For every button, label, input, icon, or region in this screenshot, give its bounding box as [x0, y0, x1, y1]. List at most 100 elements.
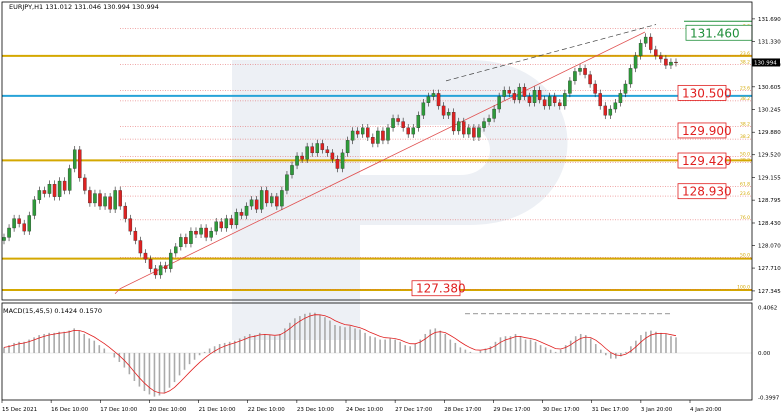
fib-level-label: 23.6	[740, 51, 750, 57]
candle-body	[648, 36, 653, 50]
price-tick-label: 130.605	[758, 85, 781, 91]
candle-body	[431, 93, 436, 97]
watermark-logo	[232, 60, 568, 340]
candle-body	[204, 227, 208, 238]
macd-scale-label: 0.00	[758, 351, 771, 357]
candle-body	[123, 205, 128, 219]
candle-body	[330, 152, 335, 160]
candle-body	[57, 180, 62, 197]
candle-body	[462, 121, 466, 135]
candle-body	[477, 127, 481, 138]
candle-body	[280, 190, 284, 207]
candle-body	[93, 193, 97, 204]
candle-body	[633, 55, 638, 69]
candle-body	[558, 102, 562, 107]
trend-line-upper	[445, 24, 657, 82]
price-tick-label: 131.330	[758, 39, 781, 45]
fib-level-label: 61.8	[740, 182, 750, 188]
candle-body	[492, 108, 496, 119]
candle-body	[482, 121, 486, 128]
level-label: 129.900	[682, 124, 732, 138]
level-label-box	[677, 183, 727, 200]
candle-body	[451, 112, 456, 132]
candle-body	[517, 86, 522, 100]
candle-body	[335, 158, 340, 169]
candle-body	[360, 127, 365, 135]
time-label: 28 Dec 17:00	[444, 407, 481, 413]
candle-body	[234, 212, 239, 226]
candle-body	[654, 49, 658, 56]
candle-body	[340, 152, 345, 169]
candle-body	[355, 130, 360, 135]
time-label: 20 Dec 10:00	[149, 407, 186, 413]
price-tick-label: 129.520	[758, 153, 781, 159]
candle-body	[320, 143, 325, 150]
candle-body	[32, 199, 37, 216]
candle-body	[138, 240, 143, 254]
candle-body	[27, 215, 32, 232]
fib-level-label: 23.6	[740, 191, 750, 197]
candle-body	[214, 221, 218, 232]
candle-body	[12, 218, 16, 229]
candle-body	[158, 265, 163, 276]
price-tick-label: 128.070	[758, 244, 781, 250]
candle-body	[22, 223, 26, 232]
time-label: 27 Dec 17:00	[395, 407, 432, 413]
price-tick-label: 129.880	[758, 130, 781, 136]
candle-body	[598, 93, 602, 107]
candle-body	[98, 193, 102, 207]
candle-body	[386, 127, 390, 141]
candle-body	[219, 221, 224, 229]
level-label: 129.420	[682, 154, 732, 168]
candle-body	[618, 93, 623, 103]
candle-body	[623, 83, 628, 94]
fib-level-label: 38.2	[740, 60, 750, 66]
candle-body	[199, 227, 203, 235]
time-label: 17 Dec 10:00	[100, 407, 137, 413]
time-label: 31 Dec 17:00	[592, 407, 629, 413]
candle-body	[507, 90, 512, 94]
candle-body	[88, 190, 92, 204]
candle-body	[608, 108, 613, 116]
candle-body	[264, 190, 269, 204]
candle-body	[184, 237, 188, 244]
time-label: 30 Dec 17:00	[543, 407, 580, 413]
candle-body	[133, 230, 138, 241]
candle-body	[47, 184, 52, 194]
fib-level-label: 23.6	[740, 85, 750, 91]
candle-body	[270, 196, 274, 204]
candle-body	[366, 127, 370, 138]
candle-body	[17, 218, 21, 224]
candle-body	[285, 174, 289, 191]
candle-body	[573, 71, 577, 82]
candle-body	[300, 155, 304, 160]
candle-body	[174, 246, 178, 254]
candle-body	[421, 102, 426, 116]
chart-title: EURJPY,H1 131.012 131.046 130.994 130.99…	[9, 3, 159, 11]
candle-body	[315, 143, 320, 154]
trend-lines	[114, 24, 657, 295]
fib-level-label: 38.2	[740, 134, 750, 140]
level-label: 128.930	[682, 185, 732, 199]
price-tick-label: 128.795	[758, 198, 781, 204]
candle-body	[254, 199, 259, 210]
candle-body	[118, 190, 122, 207]
candle-body	[502, 90, 506, 97]
candle-body	[441, 105, 446, 116]
candle-body	[416, 115, 421, 128]
candle-body	[376, 130, 380, 144]
level-label-box	[411, 280, 461, 297]
candle-body	[669, 61, 673, 66]
candle-body	[628, 68, 633, 85]
candle-body	[467, 127, 471, 135]
candle-body	[350, 130, 355, 141]
candle-body	[487, 118, 491, 122]
candle-body	[396, 118, 400, 122]
candle-body	[83, 177, 87, 191]
candle-body	[583, 68, 587, 75]
candle-body	[497, 96, 501, 110]
candle-body	[563, 93, 567, 107]
level-label: 130.500	[682, 86, 732, 100]
level-label-box	[677, 84, 727, 101]
